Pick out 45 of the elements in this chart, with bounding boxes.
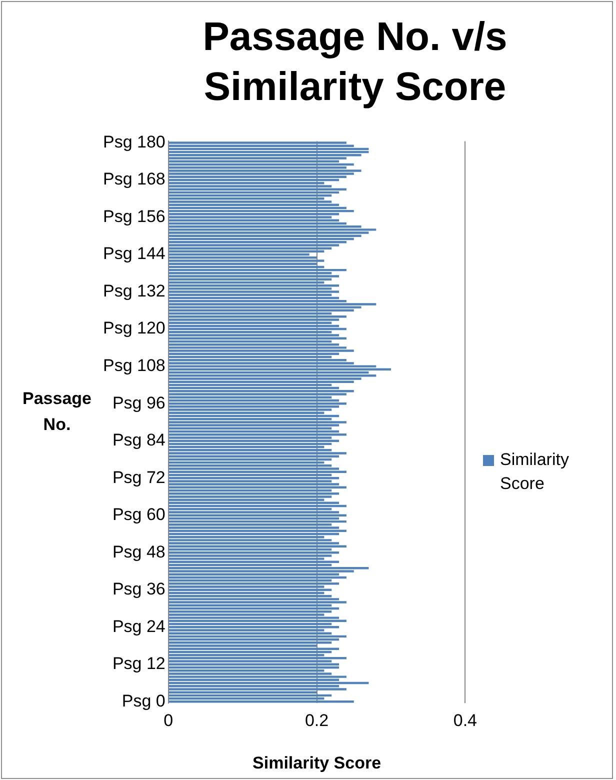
bar	[168, 290, 340, 293]
y-axis-title: Passage No.	[22, 388, 92, 436]
bar	[168, 514, 346, 516]
bar	[168, 188, 346, 190]
bar	[168, 421, 346, 424]
y-tick-label: Psg 120	[102, 318, 166, 338]
y-tick-label: Psg 156	[102, 206, 166, 226]
y-tick-label: Psg 180	[102, 132, 166, 152]
bar	[168, 567, 369, 570]
bar	[168, 303, 376, 306]
y-tick-label: Psg 12	[112, 654, 166, 674]
y-tick-label: Psg 108	[102, 356, 166, 375]
y-tick-label: Psg 96	[112, 393, 166, 412]
legend-label: Similarity Score	[500, 449, 570, 495]
x-tick-label: 0.4	[453, 711, 478, 730]
y-tick-label: Psg 72	[112, 468, 166, 487]
bar	[168, 170, 362, 172]
bar	[168, 700, 354, 703]
y-tick-label: Psg 84	[112, 430, 166, 450]
y-tick-label: Psg 36	[112, 580, 166, 599]
bar	[168, 350, 354, 352]
y-tick-label: Psg 132	[102, 281, 166, 300]
bar	[168, 657, 346, 660]
bar	[168, 337, 346, 340]
y-tick-label: Psg 60	[112, 505, 166, 524]
bar	[168, 228, 376, 231]
bar	[168, 275, 340, 278]
x-axis-title: Similarity Score	[252, 753, 382, 772]
y-tick-label: Psg 0	[122, 691, 166, 710]
bar	[168, 390, 354, 392]
bar	[168, 648, 340, 650]
y-tick-label: Psg 168	[102, 170, 166, 189]
y-tick-label: Psg 144	[102, 244, 166, 264]
bar	[168, 260, 324, 262]
bar	[168, 688, 346, 690]
x-tick-label: 0.2	[304, 711, 329, 730]
bar	[168, 582, 340, 585]
y-tick-label: Psg 48	[112, 542, 166, 562]
bar	[168, 440, 340, 442]
x-tick-label: 0	[164, 711, 174, 730]
bar	[168, 452, 346, 454]
y-tick-label: Psg 24	[112, 616, 166, 636]
bar	[168, 676, 346, 678]
chart-title: Passage No. v/s Similarity Score	[202, 14, 508, 111]
bar	[168, 601, 346, 604]
